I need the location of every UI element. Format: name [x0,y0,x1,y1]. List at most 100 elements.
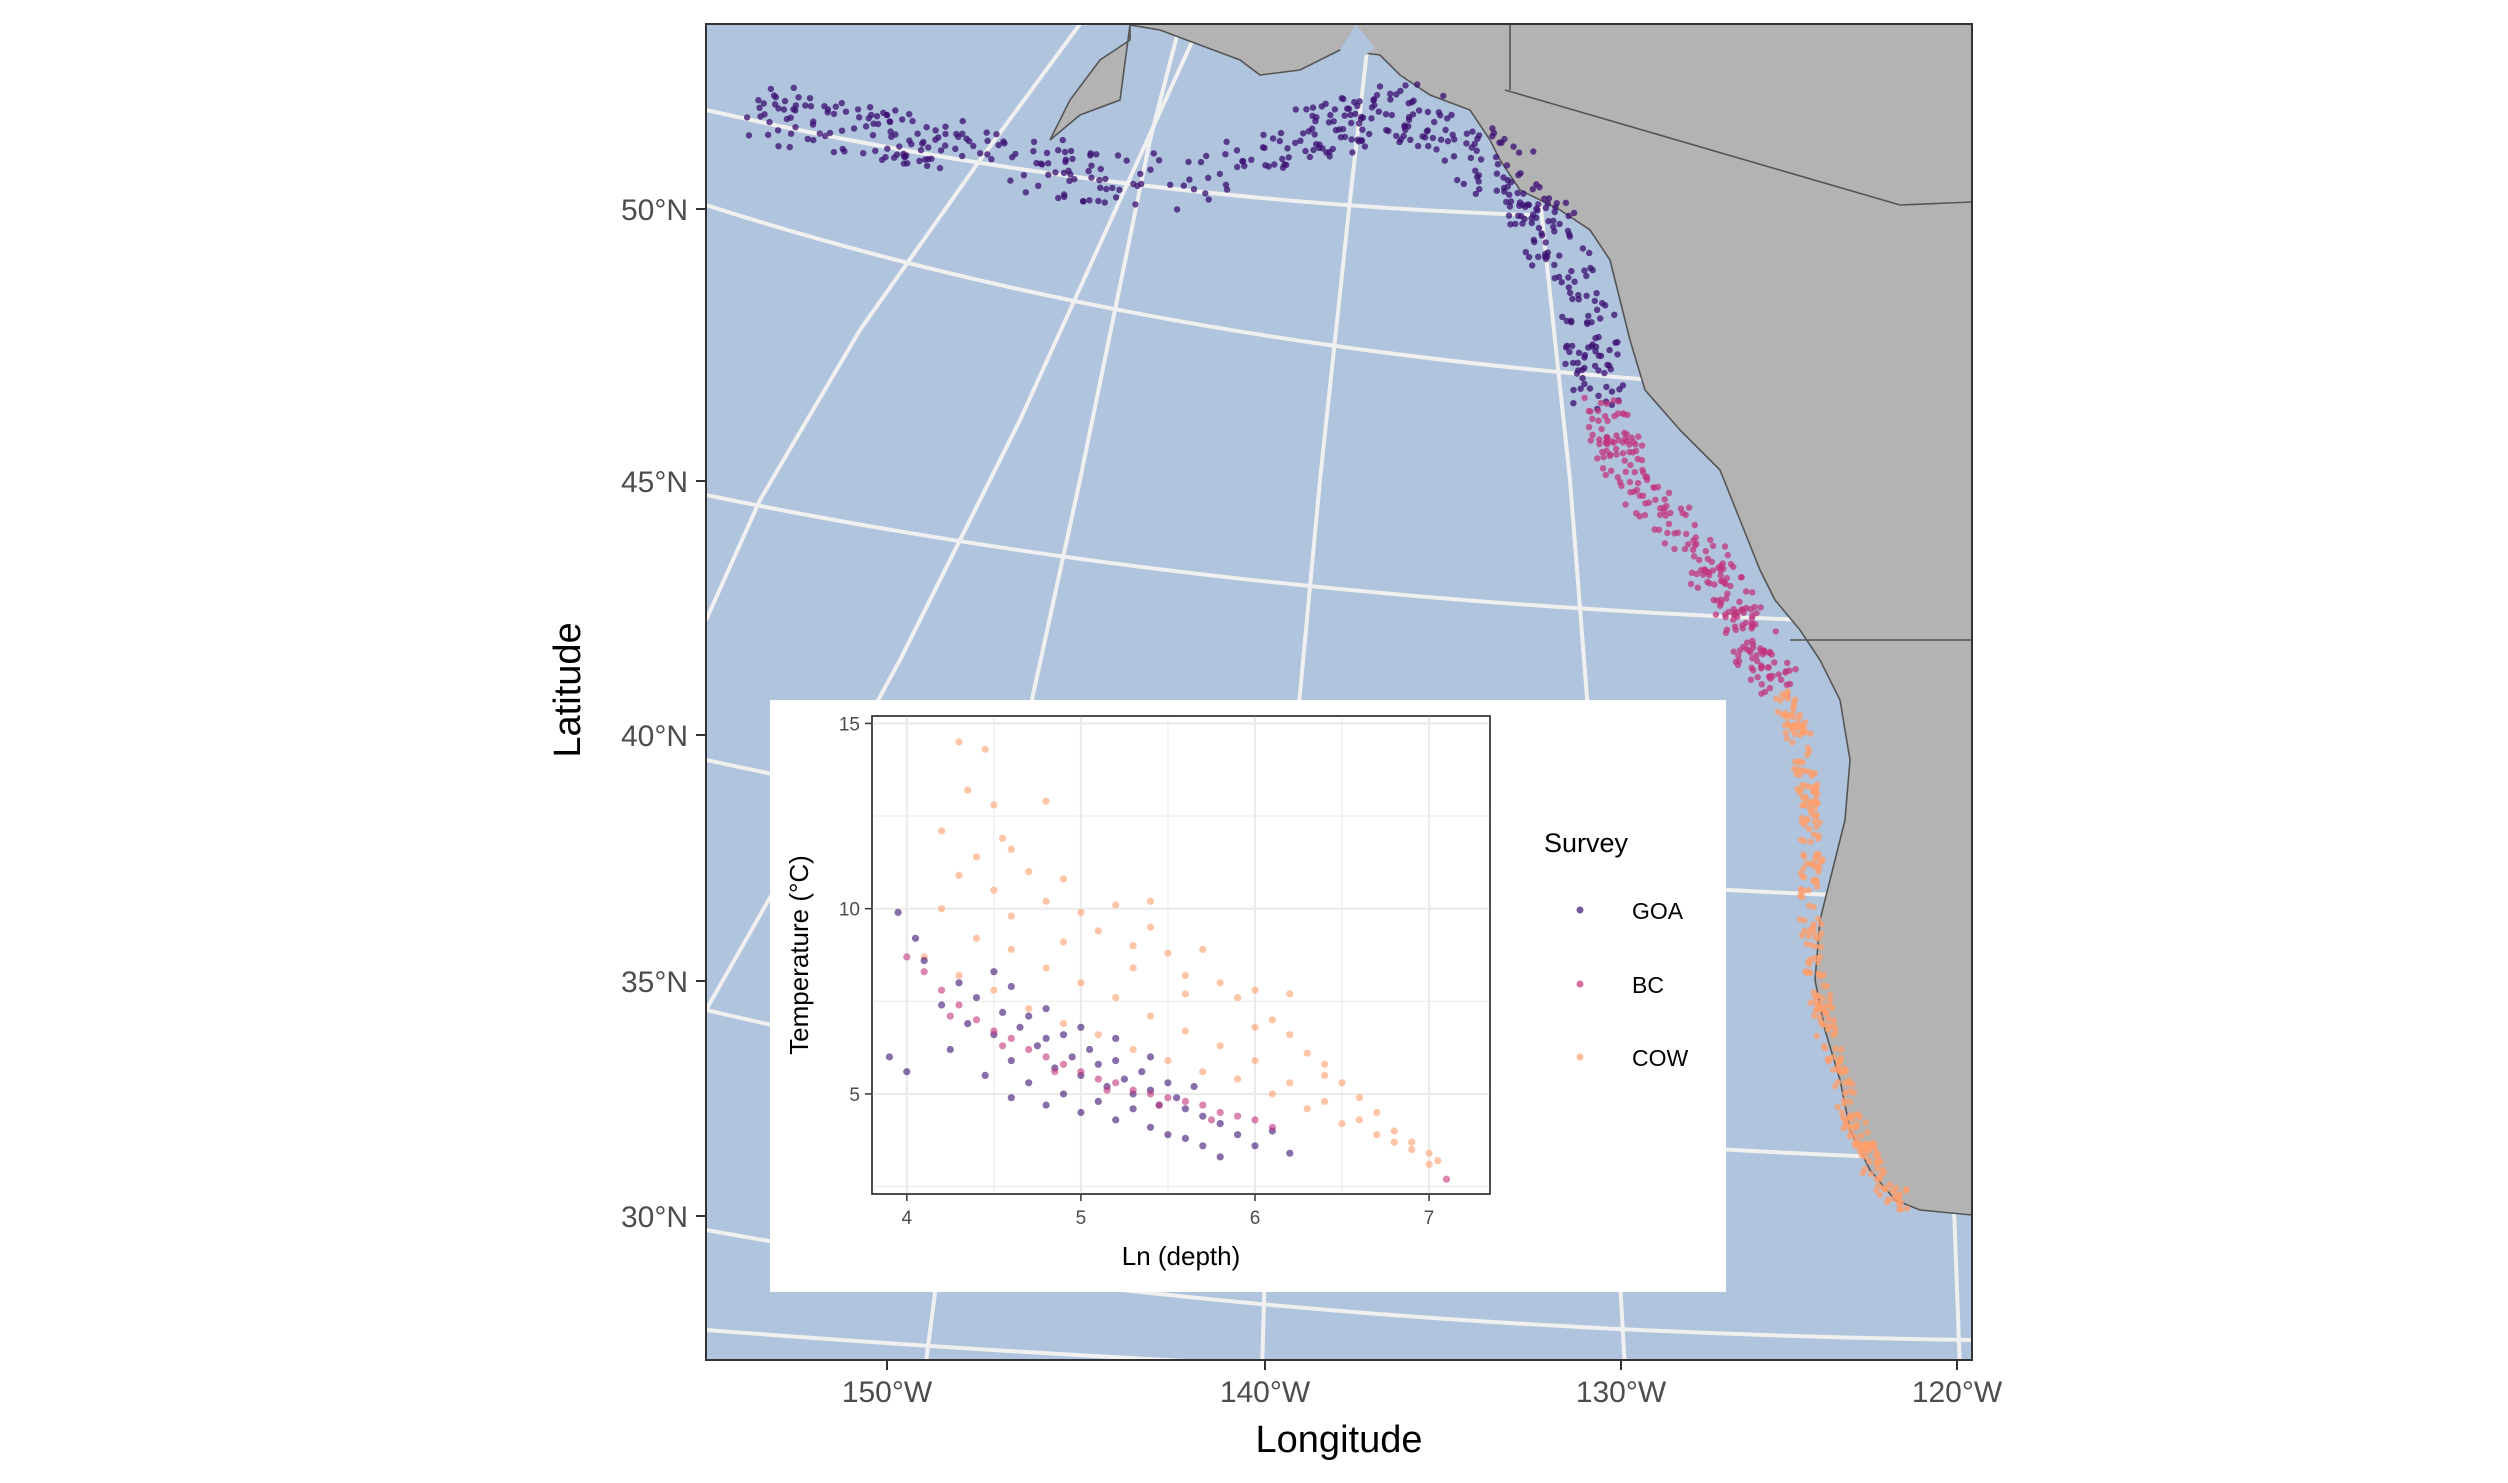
survey-point-goa [1551,228,1558,235]
survey-point-goa [1387,96,1394,103]
inset-point-goa [920,957,928,965]
inset-point-goa [1138,1068,1146,1076]
survey-point-bc [1616,478,1624,486]
survey-point-bc [1722,629,1730,637]
inset-point-goa [1216,1153,1224,1161]
survey-point-goa [1415,107,1423,114]
inset-point-cow [1286,990,1294,998]
survey-point-bc [1622,501,1629,508]
survey-point-bc [1608,467,1615,474]
survey-point-goa [1147,166,1154,173]
survey-point-goa [1595,367,1602,374]
survey-point-goa [838,127,846,134]
survey-point-goa [928,155,935,162]
survey-point-bc [1598,425,1605,433]
inset-point-goa [1216,1120,1224,1128]
survey-point-bc [1621,457,1628,464]
survey-point-cow [1801,917,1808,924]
survey-point-goa [1489,133,1496,140]
survey-point-cow [1864,1128,1871,1136]
inset-point-cow [1286,1079,1294,1087]
inset-point-bc [1025,1045,1033,1054]
survey-point-goa [1535,201,1542,208]
graticule-line [706,1328,1208,1360]
survey-point-goa [1474,135,1481,142]
survey-point-goa [1503,198,1510,206]
survey-point-goa [1460,180,1468,188]
lat-tick-35: 35°N [621,966,688,999]
inset-point-goa [1164,1131,1172,1139]
survey-point-bc [1626,478,1634,486]
survey-point-bc [1754,674,1761,681]
survey-point-goa [1284,145,1291,152]
inset-point-cow [1390,1127,1398,1135]
survey-point-cow [1808,941,1815,949]
survey-point-cow [1803,816,1811,823]
survey-point-goa [896,143,903,150]
survey-point-goa [764,131,772,138]
survey-point-cow [1816,953,1824,961]
inset-point-cow [1181,971,1189,980]
survey-point-goa [1606,346,1613,354]
survey-point-goa [1522,203,1529,211]
survey-point-bc [1749,641,1757,648]
inset-point-cow [1216,1042,1224,1050]
inset-point-goa [1120,1075,1128,1083]
inset-point-cow [1434,1157,1442,1165]
survey-point-goa [1544,200,1552,207]
survey-point-cow [1791,730,1799,738]
survey-point-goa [1022,189,1029,196]
survey-point-goa [1045,171,1052,178]
survey-point-goa [924,162,931,169]
inset-point-cow [1425,1149,1433,1157]
survey-point-goa [792,124,799,131]
survey-point-goa [1597,315,1604,322]
survey-point-bc [1615,398,1623,405]
survey-point-cow [1825,1015,1832,1023]
survey-point-bc [1766,684,1774,692]
survey-point-goa [1066,177,1073,185]
survey-point-cow [1853,1123,1860,1131]
survey-point-cow [1838,1109,1846,1116]
survey-point-goa [1492,153,1500,161]
survey-point-cow [1811,788,1818,795]
survey-point-goa [1606,362,1613,369]
survey-point-goa [1097,165,1105,173]
survey-point-goa [1477,156,1485,163]
survey-point-goa [1223,186,1231,193]
legend-key-bc [1576,980,1584,988]
inset-point-bc [1103,1086,1111,1094]
survey-point-bc [1719,560,1727,567]
inset-point-cow [1146,1012,1155,1020]
inset-chart: 4 5 6 7 5 10 15 Ln (depth) Temperature (°C) S… [770,700,1726,1292]
survey-point-goa [1052,169,1059,176]
survey-point-cow [1801,801,1808,809]
survey-point-bc [1717,572,1724,579]
survey-point-bc [1613,451,1620,458]
survey-point-cow [1815,935,1822,942]
survey-point-cow [1848,1115,1856,1122]
survey-point-goa [841,148,848,155]
inset-point-cow [1321,1097,1329,1105]
survey-point-bc [1677,505,1685,512]
inset-point-cow [1146,897,1155,905]
survey-point-goa [1185,158,1192,166]
survey-point-goa [1593,290,1600,297]
survey-point-goa [1555,273,1563,281]
survey-point-goa [1085,167,1092,175]
inset-point-bc [1207,1116,1216,1124]
survey-point-goa [1222,151,1229,158]
survey-point-goa [1103,185,1110,193]
survey-point-cow [1830,1017,1838,1024]
legend-key-goa [1576,906,1584,914]
inset-point-bc [1216,1108,1224,1117]
inset-point-cow [999,834,1007,842]
lon-axis: 150°W 140°W 130°W 120°W [842,1360,2003,1409]
survey-point-goa [1562,199,1570,206]
survey-point-goa [1276,137,1284,145]
survey-point-goa [1093,151,1100,158]
survey-point-goa [1565,284,1573,291]
survey-point-goa [1442,126,1449,134]
survey-point-goa [1593,306,1601,313]
inset-point-bc [1251,1116,1259,1124]
